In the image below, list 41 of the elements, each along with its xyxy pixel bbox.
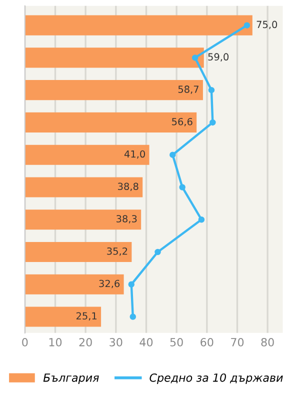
point <box>130 314 136 320</box>
x-tick-label: 70 <box>231 338 244 346</box>
data-label: 25,1 <box>76 312 97 321</box>
x-tick-label: 60 <box>200 338 214 346</box>
data-label: 32,6 <box>99 280 120 288</box>
bar <box>24 112 197 133</box>
bar <box>24 48 204 68</box>
point <box>154 248 161 256</box>
point <box>192 54 198 61</box>
x-tick-label: 10 <box>49 338 62 346</box>
x-tick-label: 20 <box>79 338 92 346</box>
bar <box>24 177 143 198</box>
point <box>244 22 250 28</box>
bar <box>24 306 102 327</box>
bar <box>24 80 203 100</box>
bar <box>24 144 150 165</box>
point <box>208 86 215 94</box>
data-label: 59,0 <box>208 53 229 62</box>
data-label: 38,3 <box>116 215 137 224</box>
point <box>128 281 135 288</box>
point <box>210 119 216 126</box>
legend-label: България <box>43 374 99 384</box>
data-label: 41,0 <box>124 150 145 159</box>
x-tick-label: 80 <box>261 338 274 346</box>
point <box>179 184 186 190</box>
legend-label: Средно за 10 държави <box>150 373 283 384</box>
x-tick-label: 50 <box>170 338 183 346</box>
point <box>198 216 205 223</box>
data-label: 38,8 <box>118 182 138 192</box>
bar <box>24 15 252 36</box>
x-tick-label: 40 <box>140 338 153 346</box>
point <box>170 152 176 158</box>
x-tick-label: 30 <box>110 338 122 346</box>
bar <box>24 242 132 262</box>
data-label: 35,2 <box>107 247 128 256</box>
data-label: 75,0 <box>256 20 278 30</box>
x-tick-label: 0 <box>22 338 28 346</box>
data-label: 58,7 <box>178 86 198 94</box>
bar <box>24 210 142 230</box>
bar <box>24 274 124 294</box>
data-label: 56,6 <box>172 118 192 126</box>
